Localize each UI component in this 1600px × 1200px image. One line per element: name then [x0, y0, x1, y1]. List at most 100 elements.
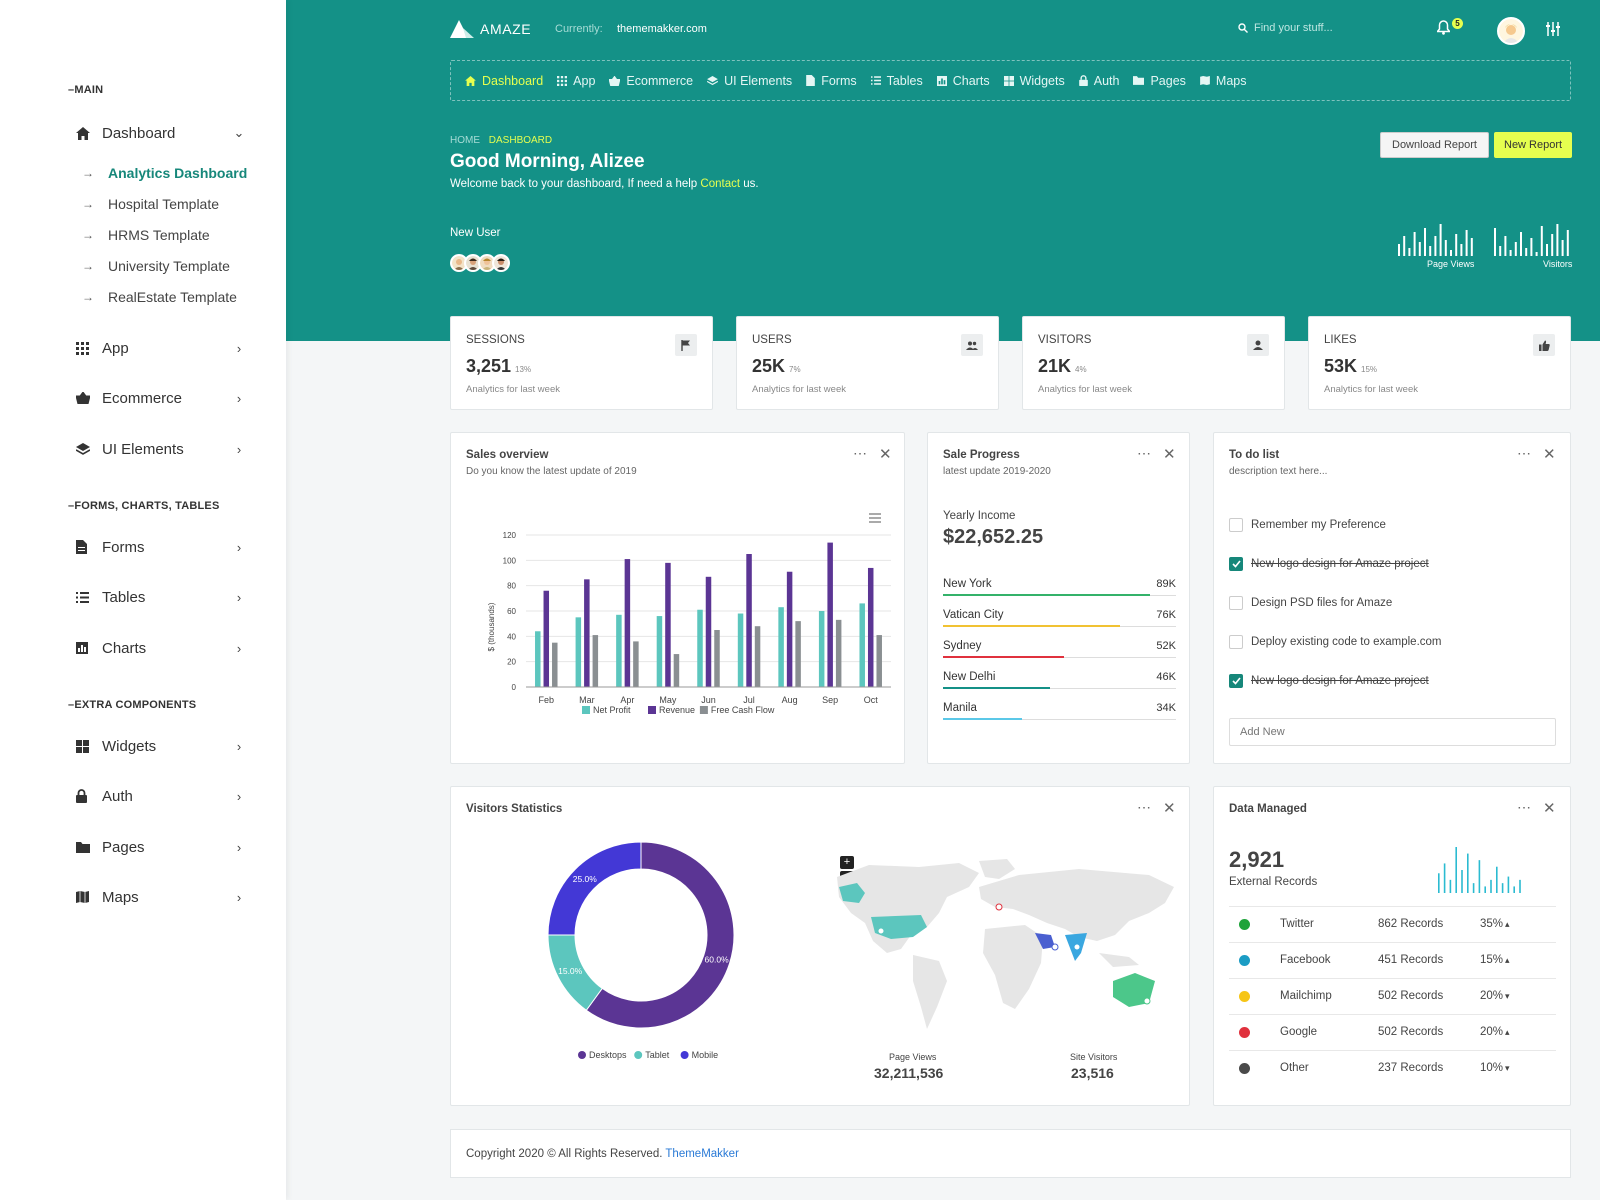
- more-options-icon[interactable]: ⋯: [1517, 799, 1532, 815]
- source-percent-value: 20%: [1480, 1026, 1504, 1038]
- user-icon[interactable]: [1247, 334, 1269, 356]
- sidebar-item-app[interactable]: App ›: [76, 336, 246, 360]
- more-options-icon[interactable]: ⋯: [1137, 445, 1152, 461]
- sidebar-item-auth[interactable]: Auth ›: [76, 784, 246, 808]
- section-main: MAIN: [68, 84, 103, 96]
- todo-text: New logo design for Amaze project: [1251, 675, 1429, 687]
- nav-dashboard[interactable]: Dashboard: [465, 74, 543, 88]
- bar: [665, 562, 671, 687]
- todo-item[interactable]: New logo design for Amaze project: [1229, 674, 1429, 688]
- avatar[interactable]: [464, 254, 482, 272]
- contact-link[interactable]: Contact: [700, 178, 741, 190]
- notification-bell[interactable]: [1435, 20, 1452, 38]
- search-input[interactable]: Find your stuff...: [1254, 22, 1333, 34]
- new-report-button[interactable]: New Report: [1494, 132, 1573, 158]
- sidebar-item-ui-elements[interactable]: UI Elements ›: [76, 437, 246, 461]
- spark-bar: [1551, 234, 1554, 256]
- flag-icon[interactable]: [675, 334, 697, 356]
- nav-auth[interactable]: Auth: [1078, 74, 1119, 88]
- users-icon[interactable]: [961, 334, 983, 356]
- nav-label: Forms: [821, 73, 857, 88]
- y-tick-label: 40: [507, 632, 516, 641]
- download-report-button[interactable]: Download Report: [1380, 132, 1489, 158]
- todo-checkbox[interactable]: [1229, 635, 1243, 649]
- themakker-link[interactable]: ThemeMakker: [665, 1147, 739, 1160]
- sidebar-item-forms[interactable]: Forms ›: [76, 535, 246, 559]
- avatar[interactable]: [492, 254, 510, 272]
- sidebar-sub-label: HRMS Template: [108, 227, 210, 243]
- add-new-todo-input[interactable]: [1229, 718, 1556, 746]
- source-percent-value: 15%: [1480, 954, 1504, 966]
- nav-ui-elements[interactable]: UI Elements: [707, 74, 792, 88]
- todo-checkbox[interactable]: [1229, 674, 1243, 688]
- zoom-in-button[interactable]: +: [840, 856, 854, 869]
- more-options-icon[interactable]: ⋯: [1517, 445, 1532, 461]
- thumbs-up-icon[interactable]: [1533, 334, 1555, 356]
- close-icon[interactable]: ✕: [1543, 446, 1556, 463]
- check-icon: [1231, 560, 1241, 568]
- nav-app[interactable]: App: [557, 74, 595, 88]
- close-icon[interactable]: ✕: [1543, 800, 1556, 817]
- nav-maps[interactable]: Maps: [1200, 74, 1246, 88]
- europe-marker: [995, 903, 1003, 911]
- breadcrumb-home[interactable]: HOME: [450, 135, 480, 146]
- more-options-icon[interactable]: ⋯: [1137, 799, 1152, 815]
- todo-item[interactable]: Remember my Preference: [1229, 518, 1386, 532]
- bar: [754, 626, 761, 687]
- nav-ecommerce[interactable]: Ecommerce: [609, 74, 693, 88]
- close-icon[interactable]: ✕: [1163, 446, 1176, 463]
- widgets-icon: [1003, 75, 1014, 86]
- todo-checkbox[interactable]: [1229, 518, 1243, 532]
- bar: [818, 611, 825, 687]
- logo[interactable]: AMAZE: [450, 20, 531, 38]
- spark-bar: [1509, 250, 1512, 256]
- spark-bar: [1507, 876, 1510, 893]
- more-options-icon[interactable]: ⋯: [853, 445, 868, 461]
- spark-bar: [1450, 250, 1452, 256]
- todo-checkbox[interactable]: [1229, 596, 1243, 610]
- sidebar-item-tables[interactable]: Tables ›: [76, 585, 246, 609]
- nav-forms[interactable]: Forms: [806, 73, 857, 88]
- sidebar-item-charts[interactable]: Charts ›: [76, 636, 246, 660]
- todo-checkbox[interactable]: [1229, 557, 1243, 571]
- sidebar-sub-university-template[interactable]: → University Template: [82, 258, 230, 274]
- arrow-right-icon: →: [82, 166, 94, 180]
- todo-item[interactable]: Design PSD files for Amaze: [1229, 596, 1392, 610]
- nav-tables[interactable]: Tables: [870, 74, 923, 88]
- chevron-right-icon: ›: [236, 640, 242, 656]
- close-icon[interactable]: ✕: [879, 446, 892, 463]
- current-site[interactable]: thememakker.com: [617, 23, 707, 35]
- donut-slice[interactable]: [585, 841, 735, 1029]
- sidebar-sub-realestate-template[interactable]: → RealEstate Template: [82, 289, 237, 305]
- sidebar-sub-hospital-template[interactable]: → Hospital Template: [82, 196, 219, 212]
- nav-pages[interactable]: Pages: [1133, 74, 1186, 88]
- sidebar-item-dashboard[interactable]: Dashboard ⌄: [76, 121, 246, 145]
- sidebar-sub-analytics-dashboard[interactable]: → Analytics Dashboard: [82, 165, 247, 181]
- spark-bar: [1398, 244, 1400, 256]
- todo-item[interactable]: Deploy existing code to example.com: [1229, 635, 1442, 649]
- arrow-right-icon: →: [82, 197, 94, 211]
- search-box[interactable]: Find your stuff...: [1238, 22, 1333, 34]
- sidebar-item-pages[interactable]: Pages ›: [76, 835, 246, 859]
- sidebar-sub-label: Hospital Template: [108, 196, 220, 212]
- sidebar-item-ecommerce[interactable]: Ecommerce ›: [76, 386, 246, 410]
- data-managed-value: 2,921: [1229, 847, 1285, 872]
- chart-menu-icon[interactable]: [869, 511, 881, 526]
- close-icon[interactable]: ✕: [1163, 800, 1176, 817]
- nav-widgets[interactable]: Widgets: [1003, 73, 1065, 88]
- bar: [714, 630, 720, 687]
- sidebar-item-widgets[interactable]: Widgets ›: [76, 734, 246, 758]
- todo-item[interactable]: New logo design for Amaze project: [1229, 557, 1429, 571]
- user-avatar[interactable]: [1497, 17, 1525, 45]
- donut-slice[interactable]: [547, 841, 642, 936]
- section-forms-charts-tables: FORMS, CHARTS, TABLES: [68, 500, 220, 512]
- sidebar-sub-hrms-template[interactable]: → HRMS Template: [82, 227, 210, 243]
- nav-label: Widgets: [1019, 73, 1065, 88]
- spark-bar: [1494, 228, 1496, 256]
- spark-bar: [1499, 246, 1502, 256]
- sidebar-item-maps[interactable]: Maps ›: [76, 885, 246, 909]
- nav-charts[interactable]: Charts: [936, 74, 990, 88]
- world-map[interactable]: [829, 857, 1179, 1047]
- todo-panel: To do list description text here... ⋯ ✕ …: [1213, 432, 1571, 764]
- settings-sliders[interactable]: [1546, 22, 1560, 39]
